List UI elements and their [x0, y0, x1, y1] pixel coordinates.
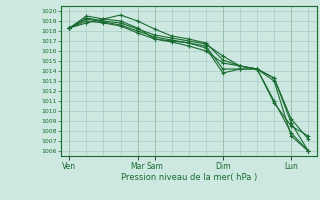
X-axis label: Pression niveau de la mer( hPa ): Pression niveau de la mer( hPa ) — [121, 173, 257, 182]
